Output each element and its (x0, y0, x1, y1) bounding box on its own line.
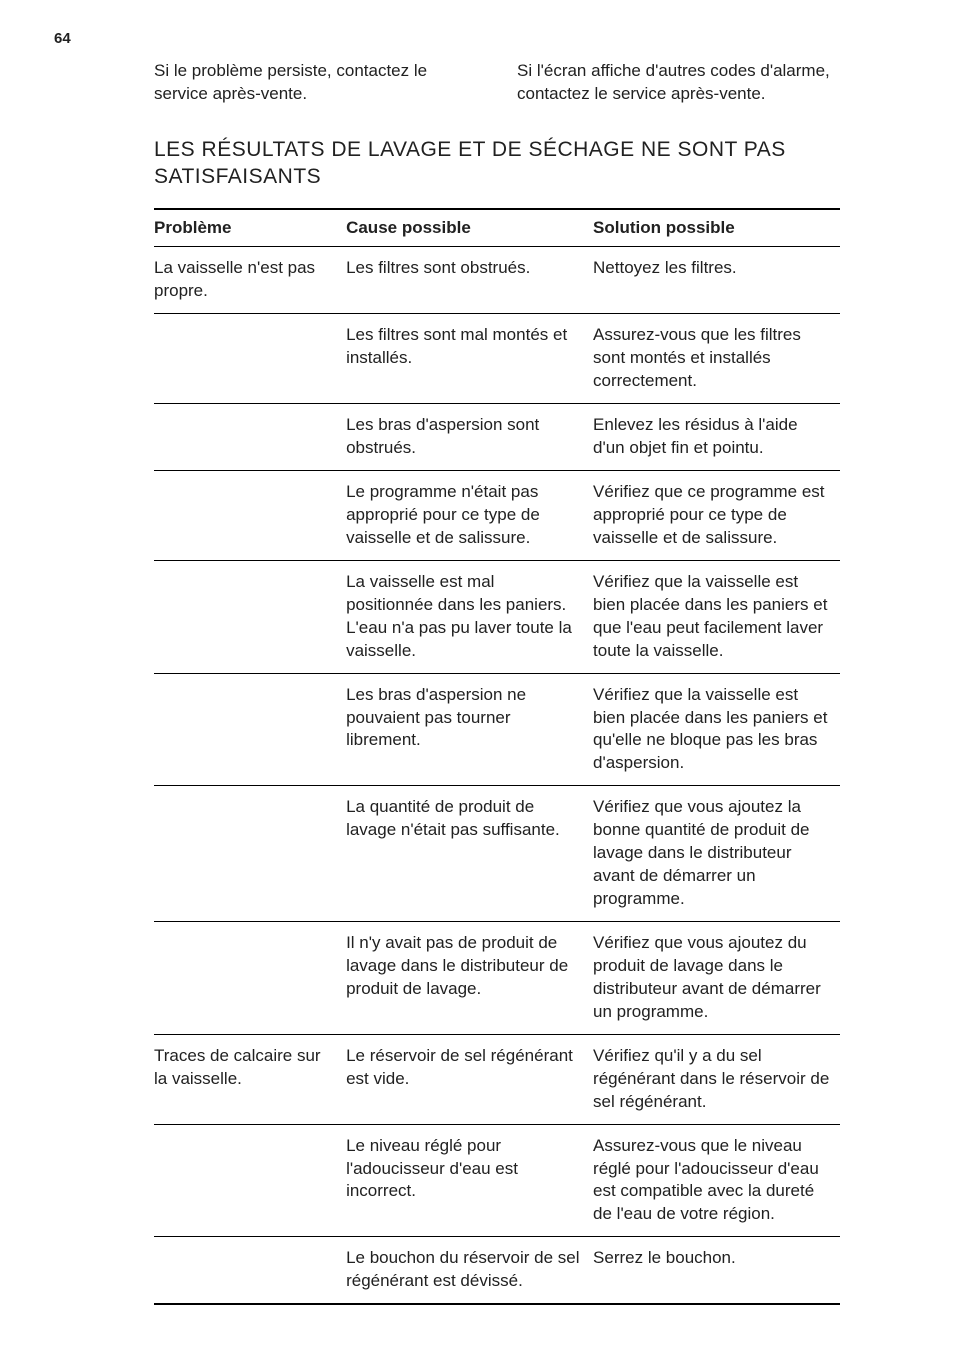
cell-cause: La quantité de produit de lavage n'était… (346, 786, 593, 922)
cell-cause: Les bras d'aspersion ne pouvaient pas to… (346, 673, 593, 786)
header-problem: Problème (154, 209, 346, 247)
cell-problem (154, 1237, 346, 1304)
cell-cause: Le niveau réglé pour l'adoucisseur d'eau… (346, 1124, 593, 1237)
table-row: Traces de calcaire sur la vaisselle.Le r… (154, 1034, 840, 1124)
intro-left: Si le problème persiste, contactez le se… (154, 60, 477, 106)
cell-cause: Les filtres sont mal montés et installés… (346, 314, 593, 404)
header-cause: Cause possible (346, 209, 593, 247)
cell-cause: Le réservoir de sel régénérant est vide. (346, 1034, 593, 1124)
table-row: Les filtres sont mal montés et installés… (154, 314, 840, 404)
table-row: Il n'y avait pas de produit de lavage da… (154, 922, 840, 1035)
cell-problem (154, 1124, 346, 1237)
cell-solution: Nettoyez les filtres. (593, 247, 840, 314)
table-row: Le programme n'était pas approprié pour … (154, 471, 840, 561)
cell-problem: Traces de calcaire sur la vaisselle. (154, 1034, 346, 1124)
table-row: Le niveau réglé pour l'adoucisseur d'eau… (154, 1124, 840, 1237)
cell-problem (154, 560, 346, 673)
cell-problem (154, 471, 346, 561)
cell-problem (154, 786, 346, 922)
cell-cause: La vaisselle est mal positionnée dans le… (346, 560, 593, 673)
table-header-row: Problème Cause possible Solution possibl… (154, 209, 840, 247)
page-number: 64 (54, 30, 71, 47)
cell-solution: Enlevez les résidus à l'aide d'un objet … (593, 404, 840, 471)
table-row: Les bras d'aspersion ne pouvaient pas to… (154, 673, 840, 786)
cell-solution: Vérifiez que vous ajoutez du produit de … (593, 922, 840, 1035)
page-content: Si le problème persiste, contactez le se… (0, 0, 954, 1305)
cell-solution: Serrez le bouchon. (593, 1237, 840, 1304)
table-row: La vaisselle n'est pas propre.Les filtre… (154, 247, 840, 314)
cell-solution: Assurez-vous que le niveau réglé pour l'… (593, 1124, 840, 1237)
intro-columns: Si le problème persiste, contactez le se… (154, 60, 840, 106)
cell-solution: Assurez-vous que les filtres sont montés… (593, 314, 840, 404)
cell-solution: Vérifiez que la vaisselle est bien placé… (593, 673, 840, 786)
table-row: Le bouchon du réservoir de sel régénéran… (154, 1237, 840, 1304)
section-title: LES RÉSULTATS DE LAVAGE ET DE SÉCHAGE NE… (154, 136, 840, 191)
cell-solution: Vérifiez que vous ajoutez la bonne quant… (593, 786, 840, 922)
cell-cause: Les bras d'aspersion sont obstrués. (346, 404, 593, 471)
cell-problem: La vaisselle n'est pas propre. (154, 247, 346, 314)
table-row: La quantité de produit de lavage n'était… (154, 786, 840, 922)
cell-problem (154, 673, 346, 786)
header-solution: Solution possible (593, 209, 840, 247)
cell-problem (154, 404, 346, 471)
cell-cause: Les filtres sont obstrués. (346, 247, 593, 314)
troubleshooting-table: Problème Cause possible Solution possibl… (154, 208, 840, 1305)
cell-solution: Vérifiez que la vaisselle est bien placé… (593, 560, 840, 673)
intro-right: Si l'écran affiche d'autres codes d'alar… (517, 60, 840, 106)
cell-problem (154, 922, 346, 1035)
table-row: La vaisselle est mal positionnée dans le… (154, 560, 840, 673)
table-row: Les bras d'aspersion sont obstrués.Enlev… (154, 404, 840, 471)
cell-cause: Il n'y avait pas de produit de lavage da… (346, 922, 593, 1035)
cell-solution: Vérifiez qu'il y a du sel régénérant dan… (593, 1034, 840, 1124)
cell-cause: Le bouchon du réservoir de sel régénéran… (346, 1237, 593, 1304)
cell-solution: Vérifiez que ce programme est approprié … (593, 471, 840, 561)
cell-cause: Le programme n'était pas approprié pour … (346, 471, 593, 561)
cell-problem (154, 314, 346, 404)
